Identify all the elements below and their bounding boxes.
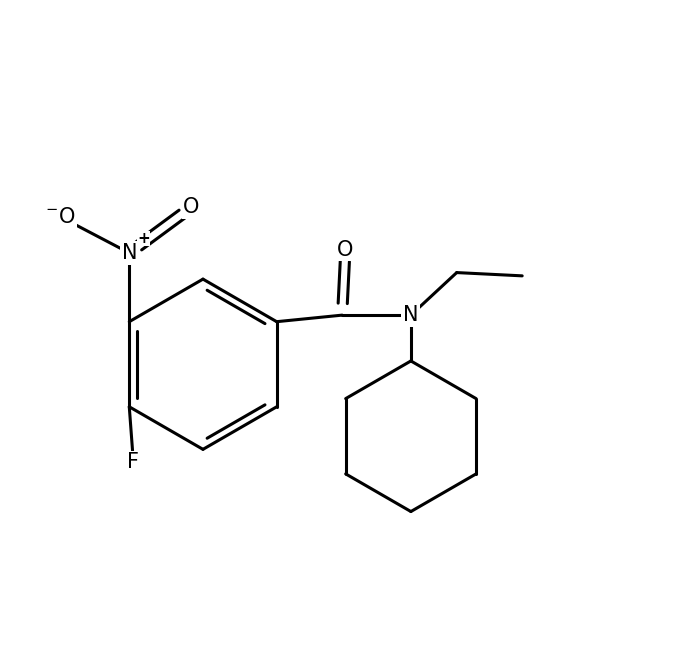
Text: N: N [121, 243, 137, 263]
Text: N: N [403, 305, 418, 325]
Text: O: O [337, 239, 354, 260]
Text: +: + [137, 231, 150, 246]
Text: $^{-}$O: $^{-}$O [45, 207, 76, 227]
Text: O: O [183, 197, 200, 217]
Text: F: F [126, 452, 139, 473]
